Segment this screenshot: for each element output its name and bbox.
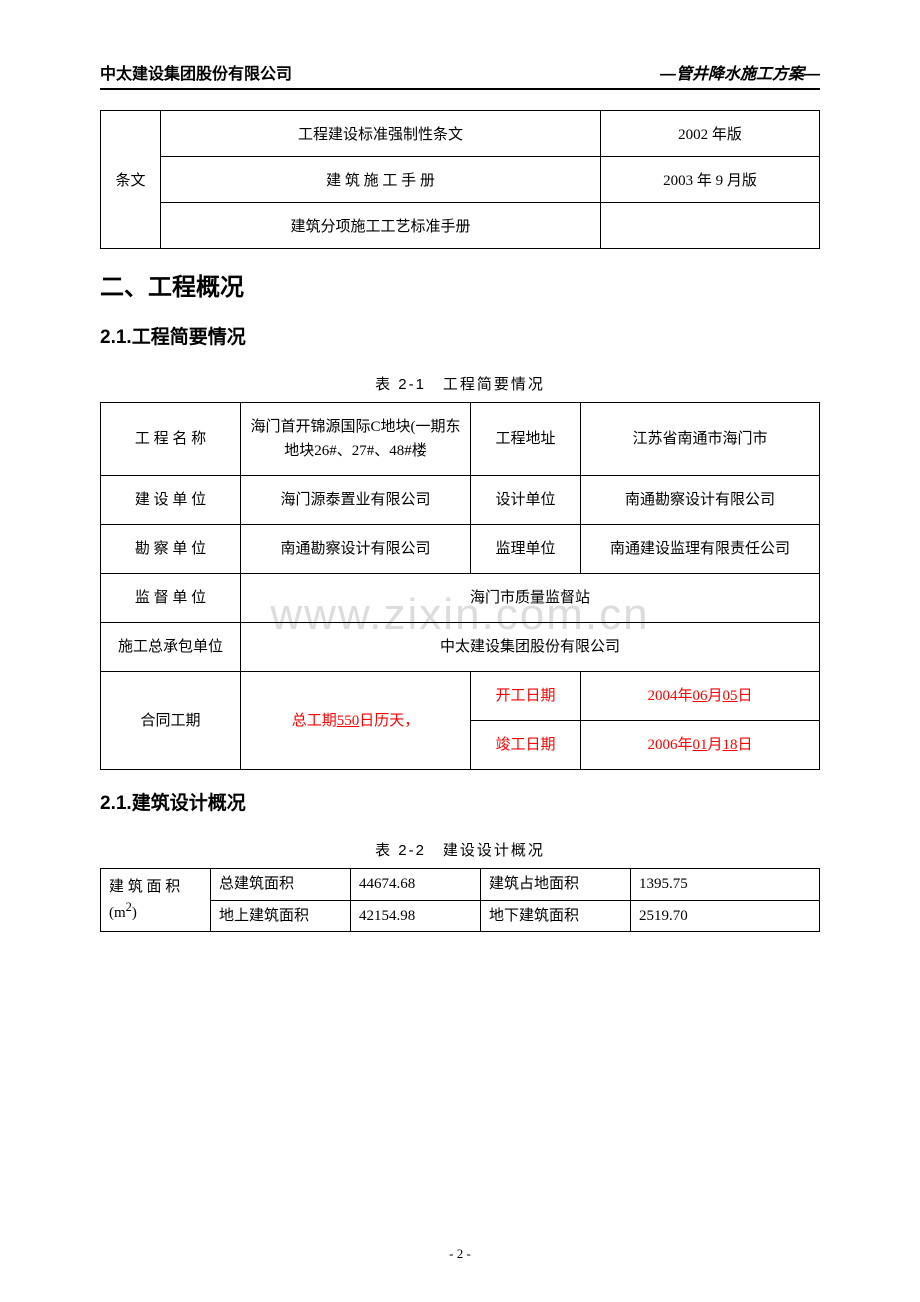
table-cell: 设计单位 xyxy=(471,476,581,525)
table-cell: 施工总承包单位 xyxy=(101,623,241,672)
table-caption: 表 2-2 建设设计概况 xyxy=(100,839,820,860)
start-year: 2004 xyxy=(647,688,677,704)
end-day: 18 xyxy=(723,737,738,753)
table-cell: 2519.70 xyxy=(631,900,820,932)
end-year: 2006 xyxy=(647,737,677,753)
term-days: 550 xyxy=(337,713,360,729)
table-cell: 监理单位 xyxy=(471,525,581,574)
table-cell: 合同工期 xyxy=(101,672,241,770)
table-cell: 海门市质量监督站 xyxy=(241,574,820,623)
header-doc-title: —管井降水施工方案— xyxy=(660,60,820,84)
table-cell: 海门源泰置业有限公司 xyxy=(241,476,471,525)
date-d: 日 xyxy=(738,688,753,704)
table-cell: 2006年01月18日 xyxy=(581,721,820,770)
header-company: 中太建设集团股份有限公司 xyxy=(100,60,292,84)
section-heading: 二、工程概况 xyxy=(100,267,820,302)
date-m: 月 xyxy=(707,688,722,704)
table-cell: 中太建设集团股份有限公司 xyxy=(241,623,820,672)
date-y: 年 xyxy=(677,688,692,704)
table-cell: 2004年06月05日 xyxy=(581,672,820,721)
table-cell: 勘 察 单 位 xyxy=(101,525,241,574)
area-label-3: ) xyxy=(132,905,137,921)
subsection-heading: 2.1.建筑设计概况 xyxy=(100,788,820,815)
table-cell: 建 设 单 位 xyxy=(101,476,241,525)
table-cell: 地下建筑面积 xyxy=(481,900,631,932)
table-cell: 42154.98 xyxy=(351,900,481,932)
table-cell: 南通勘察设计有限公司 xyxy=(581,476,820,525)
table-cell: 建筑占地面积 xyxy=(481,869,631,901)
table-cell: 建 筑 面 积 (m2) xyxy=(101,869,211,932)
term-prefix: 总工期 xyxy=(292,713,337,729)
date-y: 年 xyxy=(677,737,692,753)
table-cell: 监 督 单 位 xyxy=(101,574,241,623)
table-cell: 建筑分项施工工艺标准手册 xyxy=(161,203,601,249)
table-cell: 工程地址 xyxy=(471,403,581,476)
table-cell: 条文 xyxy=(101,111,161,249)
area-label-2: (m xyxy=(109,905,126,921)
table-cell: 总工期550日历天， xyxy=(241,672,471,770)
table-cell: 江苏省南通市海门市 xyxy=(581,403,820,476)
table-cell: 2002 年版 xyxy=(601,111,820,157)
table-cell: 工程建设标准强制性条文 xyxy=(161,111,601,157)
table-cell: 44674.68 xyxy=(351,869,481,901)
table-caption: 表 2-1 工程简要情况 xyxy=(100,373,820,394)
table-cell: 地上建筑面积 xyxy=(211,900,351,932)
subsection-heading: 2.1.工程简要情况 xyxy=(100,322,820,349)
end-month: 01 xyxy=(692,737,707,753)
table-cell: 南通勘察设计有限公司 xyxy=(241,525,471,574)
term-suffix: 日历天， xyxy=(359,713,419,729)
table-cell: 工 程 名 称 xyxy=(101,403,241,476)
page-header: 中太建设集团股份有限公司 —管井降水施工方案— xyxy=(100,60,820,90)
table-cell: 1395.75 xyxy=(631,869,820,901)
table-cell: 开工日期 xyxy=(471,672,581,721)
table-cell: 2003 年 9 月版 xyxy=(601,157,820,203)
date-d: 日 xyxy=(738,737,753,753)
table-cell: 建 筑 施 工 手 册 xyxy=(161,157,601,203)
table-cell: 海门首开锦源国际C地块(一期东地块26#、27#、48#楼 xyxy=(241,403,471,476)
start-day: 05 xyxy=(723,688,738,704)
table-cell: 竣工日期 xyxy=(471,721,581,770)
table-cell: 总建筑面积 xyxy=(211,869,351,901)
project-info-table: 工 程 名 称 海门首开锦源国际C地块(一期东地块26#、27#、48#楼 工程… xyxy=(100,402,820,770)
page-number: - 2 - xyxy=(0,1246,920,1262)
start-month: 06 xyxy=(692,688,707,704)
area-table: 建 筑 面 积 (m2) 总建筑面积 44674.68 建筑占地面积 1395.… xyxy=(100,868,820,932)
date-m: 月 xyxy=(707,737,722,753)
area-label-1: 建 筑 面 积 xyxy=(109,879,180,895)
table-cell xyxy=(601,203,820,249)
table-cell: 南通建设监理有限责任公司 xyxy=(581,525,820,574)
standards-table: 条文 工程建设标准强制性条文 2002 年版 建 筑 施 工 手 册 2003 … xyxy=(100,110,820,249)
